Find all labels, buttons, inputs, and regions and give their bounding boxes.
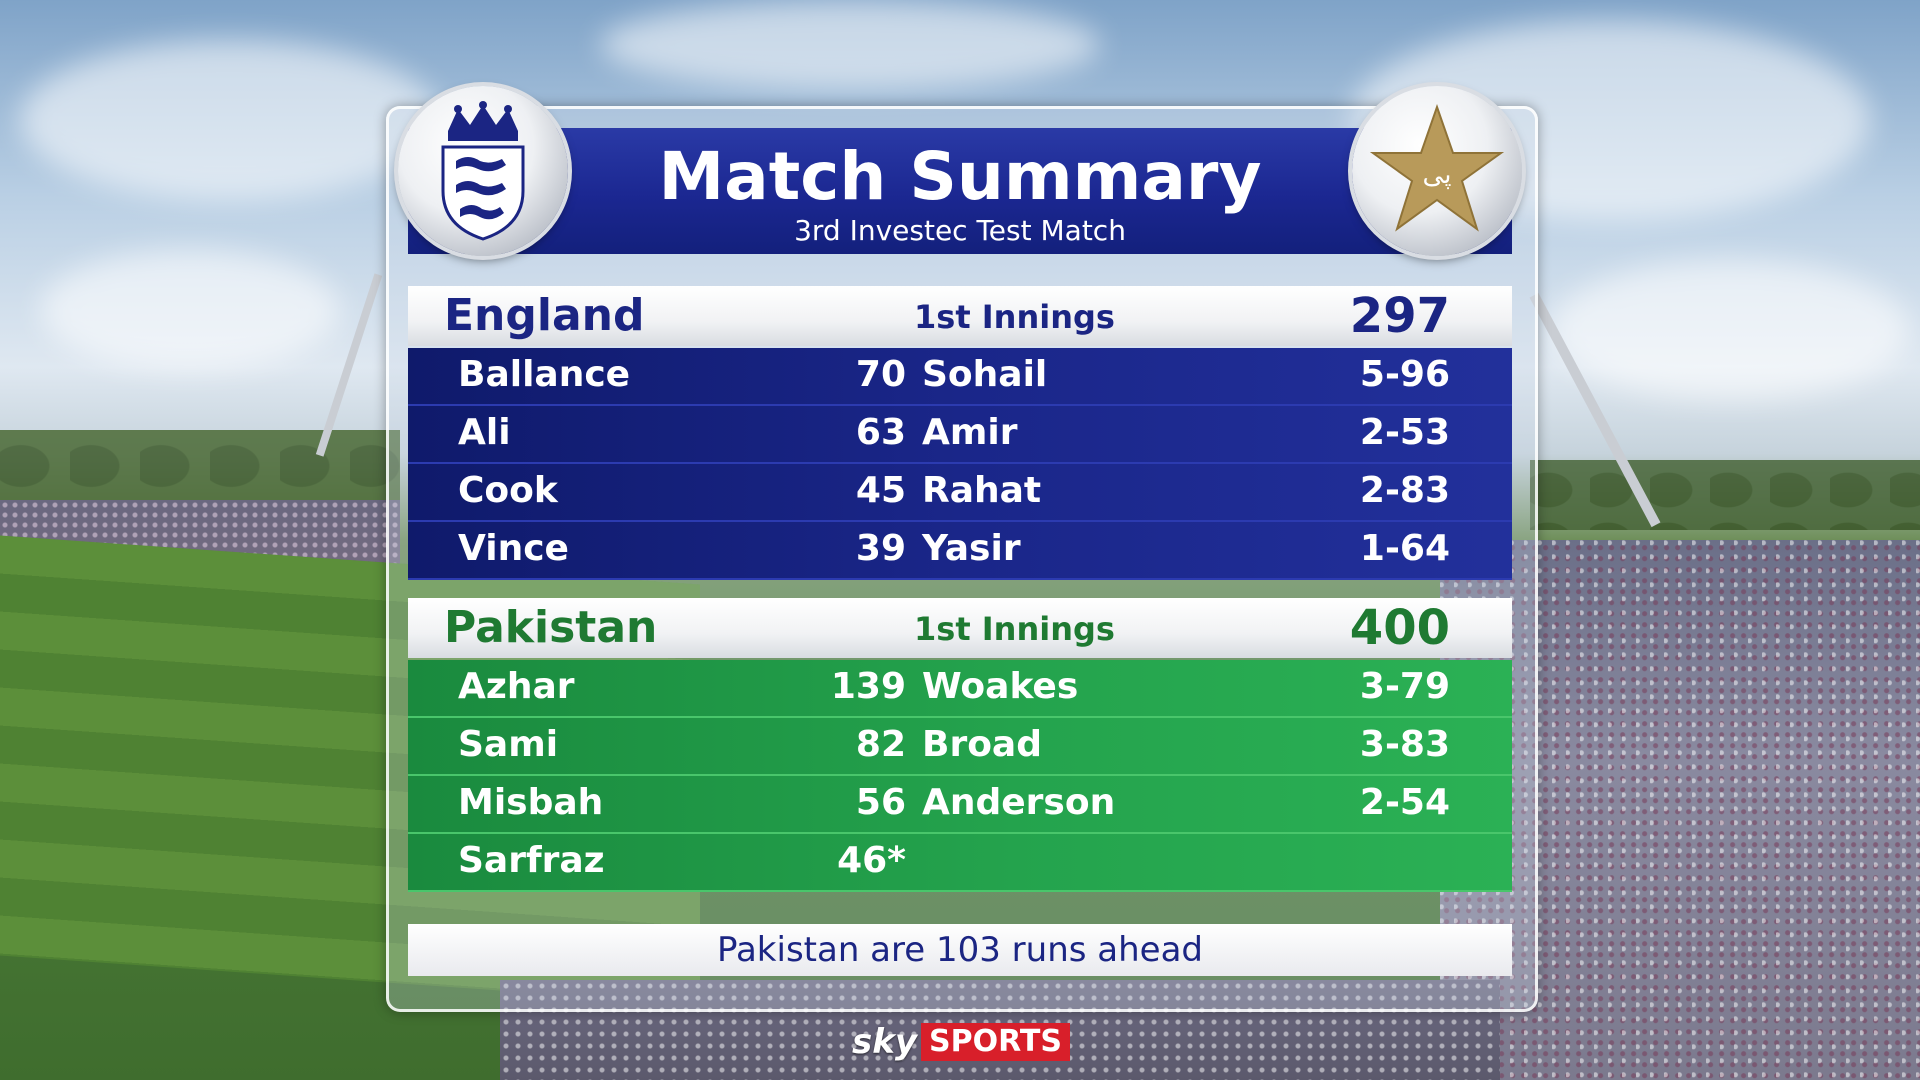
bowling-figures: 2-83 [1359,470,1450,511]
bowler-name: Yasir [922,528,1021,569]
bowler-name: Sohail [922,354,1048,395]
bowler-name: Amir [922,412,1018,453]
table-row: Misbah 56 Anderson 2-54 [408,776,1512,834]
sky-sports-logo: sky SPORTS [852,1022,1070,1062]
team-name: Pakistan [444,602,658,653]
team-total: 400 [1349,600,1450,656]
innings-label: 1st Innings [914,298,1115,336]
england-team-bar: England 1st Innings 297 [408,286,1512,346]
table-row: Sami 82 Broad 3-83 [408,718,1512,776]
trees [1530,460,1920,530]
bowler-name: Broad [922,724,1042,765]
team-total: 297 [1349,288,1450,344]
bowling-figures: 3-79 [1359,666,1450,707]
batter-name: Ballance [458,354,631,395]
bowler-name: Rahat [922,470,1042,511]
table-row: Ballance 70 Sohail 5-96 [408,348,1512,406]
batter-runs: 45 [855,470,906,511]
batter-name: Sarfraz [458,840,605,881]
pakistan-star-icon: پی [1352,86,1522,256]
batter-runs: 63 [855,412,906,453]
bowling-figures: 2-53 [1359,412,1450,453]
bowler-name: Woakes [922,666,1079,707]
cloud [20,40,440,200]
batter-name: Cook [458,470,558,511]
match-subtitle: 3rd Investec Test Match [794,214,1126,247]
cloud [1550,260,1910,400]
header-banner: Match Summary 3rd Investec Test Match [408,128,1512,254]
batter-runs: 70 [855,354,906,395]
cloud [40,250,340,370]
svg-text:پی: پی [1423,160,1452,190]
match-status: Pakistan are 103 runs ahead [408,924,1512,976]
bowling-figures: 1-64 [1359,528,1450,569]
batter-runs: 46* [837,840,906,881]
batter-name: Misbah [458,782,604,823]
table-row: Cook 45 Rahat 2-83 [408,464,1512,522]
batter-runs: 39 [855,528,906,569]
table-row: Vince 39 Yasir 1-64 [408,522,1512,580]
bowling-figures: 2-54 [1359,782,1450,823]
table-row: Ali 63 Amir 2-53 [408,406,1512,464]
bowling-figures: 3-83 [1359,724,1450,765]
crowd [1440,540,1920,1080]
bowling-figures: 5-96 [1359,354,1450,395]
sky-logo-text: sky [852,1022,918,1062]
batter-name: Sami [458,724,559,765]
innings-label: 1st Innings [914,610,1115,648]
pakistan-team-bar: Pakistan 1st Innings 400 [408,598,1512,658]
batter-runs: 82 [855,724,906,765]
table-row: Azhar 139 Woakes 3-79 [408,660,1512,718]
team-name: England [444,290,645,341]
batter-name: Azhar [458,666,575,707]
sports-logo-text: SPORTS [921,1023,1070,1061]
batter-runs: 139 [830,666,906,707]
page-title: Match Summary [658,138,1262,215]
batter-name: Ali [458,412,511,453]
bowler-name: Anderson [922,782,1116,823]
cloud [600,0,1100,90]
table-row: Sarfraz 46* [408,834,1512,892]
england-crest-icon [398,86,568,256]
batter-runs: 56 [855,782,906,823]
batter-name: Vince [458,528,569,569]
